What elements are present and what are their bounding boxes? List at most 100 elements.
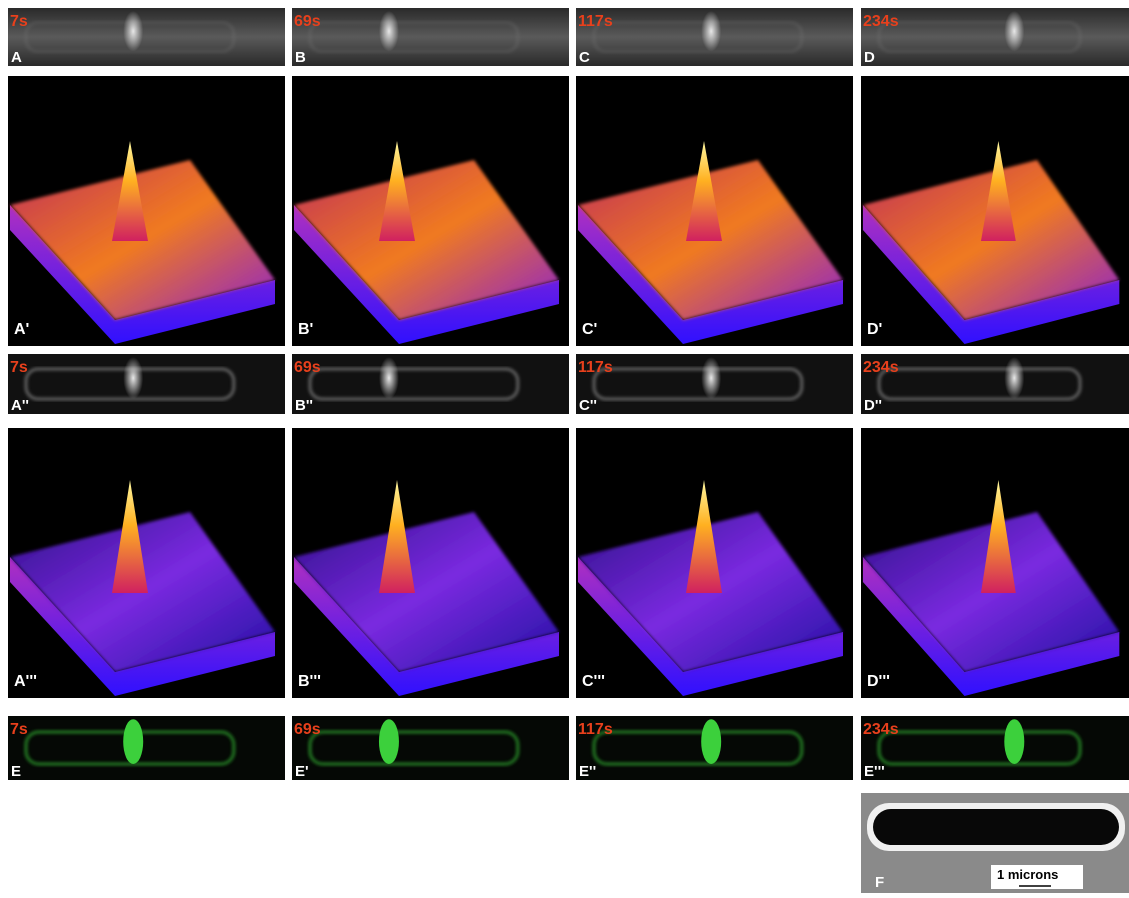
- panel: A': [8, 76, 285, 346]
- panel: 117s E'': [576, 716, 853, 780]
- panel-bg: [861, 716, 1129, 780]
- panel: 117s C: [576, 8, 853, 66]
- panel: 117s C'': [576, 354, 853, 414]
- panel-label: D'': [864, 397, 882, 414]
- time-label: 117s: [578, 13, 613, 30]
- surface-side: [294, 205, 559, 344]
- surface-top: [294, 160, 559, 320]
- surface-side: [294, 557, 559, 696]
- panel: 234s E''': [861, 716, 1129, 780]
- panel-bg: [292, 354, 569, 414]
- panel: 69s B'': [292, 354, 569, 414]
- surface-peak: [112, 480, 148, 593]
- panel-label: B: [295, 49, 306, 66]
- panel-label: E: [11, 763, 21, 780]
- bright-spot: [378, 357, 399, 399]
- panel-bg: [861, 8, 1129, 66]
- panel-label: A': [14, 321, 29, 338]
- panel-label: B''': [298, 673, 321, 690]
- bright-spot: [1004, 719, 1025, 764]
- panel-label: E'': [579, 763, 596, 780]
- panel-bg: [8, 716, 285, 780]
- panel-label: C: [579, 49, 590, 66]
- surface-side: [578, 205, 843, 344]
- panel: 234s D: [861, 8, 1129, 66]
- cell-outline: [877, 367, 1082, 401]
- surface-peak: [686, 141, 722, 241]
- time-label: 234s: [863, 13, 899, 30]
- time-label: 7s: [10, 359, 28, 376]
- cell-outline: [308, 367, 520, 401]
- surface-side: [862, 557, 1120, 696]
- panel: B''': [292, 428, 569, 698]
- panel-bg: [861, 354, 1129, 414]
- panel-bg: [8, 8, 285, 66]
- panel-label: A'': [11, 397, 29, 414]
- cell-outline: [592, 367, 804, 401]
- surface-peak: [379, 141, 415, 241]
- panel-bg: [8, 354, 285, 414]
- panel: 234s D'': [861, 354, 1129, 414]
- panel-label: C'': [579, 397, 597, 414]
- scale-label: 1 microns: [997, 867, 1058, 882]
- cell-outline: [592, 21, 804, 53]
- time-label: 69s: [294, 359, 321, 376]
- panel: 7s A'': [8, 354, 285, 414]
- panel: D': [861, 76, 1129, 346]
- panel: 7s A: [8, 8, 285, 66]
- panel-label: B': [298, 321, 313, 338]
- bright-spot: [701, 357, 722, 399]
- cell-outline: [308, 21, 520, 53]
- panel: C': [576, 76, 853, 346]
- time-label: 7s: [10, 13, 28, 30]
- time-label: 117s: [578, 721, 613, 738]
- time-label: 234s: [863, 359, 899, 376]
- bright-spot: [701, 719, 722, 764]
- surface-side: [862, 205, 1120, 344]
- time-label: 117s: [578, 359, 613, 376]
- panel-bg: [292, 8, 569, 66]
- bright-spot: [1004, 10, 1025, 52]
- panel-label: A''': [14, 673, 37, 690]
- surface-peak: [686, 480, 722, 593]
- panel: C''': [576, 428, 853, 698]
- bright-spot: [1004, 357, 1025, 399]
- surface-peak: [379, 480, 415, 593]
- cell-outline: [877, 21, 1082, 53]
- cell-body: [873, 809, 1119, 845]
- surface-peak: [980, 141, 1016, 241]
- panel: B': [292, 76, 569, 346]
- surface-peak: [980, 480, 1016, 593]
- cell-outline: [592, 730, 804, 766]
- panel-label: A: [11, 49, 22, 66]
- surface-peak: [112, 141, 148, 241]
- panel-label: F: [875, 874, 884, 891]
- bright-spot: [123, 719, 144, 764]
- panel-f: 1 microns F: [861, 793, 1129, 893]
- time-label: 234s: [863, 721, 899, 738]
- surface-top: [294, 512, 559, 672]
- panel: D''': [861, 428, 1129, 698]
- panel: 69s B: [292, 8, 569, 66]
- bright-spot: [123, 10, 144, 52]
- panel-label: B'': [295, 397, 313, 414]
- surface-side: [10, 205, 275, 344]
- panel-label: C': [582, 321, 597, 338]
- panel: A''': [8, 428, 285, 698]
- cell-outline: [877, 730, 1082, 766]
- cell-outline: [308, 730, 520, 766]
- bright-spot: [378, 10, 399, 52]
- panel-bg: [292, 716, 569, 780]
- panel-label: D: [864, 49, 875, 66]
- surface-side: [578, 557, 843, 696]
- surface-side: [10, 557, 275, 696]
- scale-box: [991, 865, 1083, 889]
- panel-label: D''': [867, 673, 890, 690]
- bright-spot: [701, 10, 722, 52]
- bright-spot: [378, 719, 399, 764]
- time-label: 7s: [10, 721, 28, 738]
- panel-label: D': [867, 321, 882, 338]
- panel: 7s E: [8, 716, 285, 780]
- panel: 69s E': [292, 716, 569, 780]
